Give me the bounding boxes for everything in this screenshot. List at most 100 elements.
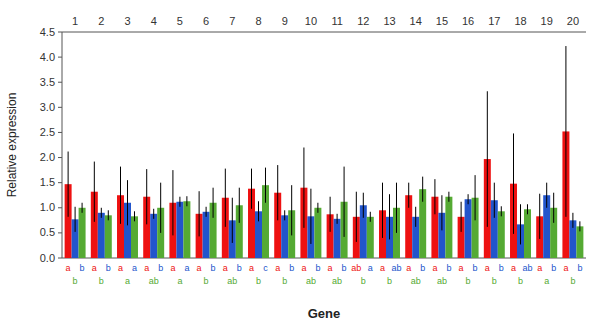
error-bar	[344, 167, 345, 237]
error-bar	[513, 133, 514, 233]
y-axis: 0.00.51.01.52.02.53.03.54.04.5	[40, 26, 62, 264]
significance-letter: ab	[411, 276, 421, 286]
significance-letter: a	[223, 263, 228, 273]
significance-letter: ab	[437, 276, 447, 286]
x-axis-label: Gene	[308, 306, 341, 321]
category-label: 2	[98, 15, 104, 27]
y-tick	[58, 32, 62, 33]
error-bar	[258, 201, 259, 221]
error-bar	[239, 188, 240, 223]
error-bar	[434, 179, 435, 214]
bar	[131, 216, 138, 258]
error-bar	[370, 212, 371, 222]
category-label: 11	[331, 15, 342, 27]
category-label: 20	[567, 15, 579, 27]
significance-letter: a	[368, 263, 373, 273]
significance-letter: ab	[332, 276, 342, 286]
significance-letter: b	[446, 263, 451, 273]
significance-letter: c	[263, 263, 268, 273]
category-label: 15	[436, 15, 448, 27]
error-bar	[520, 204, 521, 244]
bar	[183, 201, 190, 258]
y-tick-label: 2.5	[40, 126, 55, 138]
significance-letter: b	[473, 263, 478, 273]
y-tick	[58, 232, 62, 233]
bar	[367, 217, 374, 258]
error-bar	[448, 192, 449, 202]
significance-letter: b	[570, 276, 575, 286]
error-bar	[172, 170, 173, 235]
error-bar	[527, 204, 528, 214]
letters: aaaaaaaaaaaabaaaaaaaabbababbcbbbaabbbbba…	[66, 263, 583, 286]
error-bar	[579, 221, 580, 231]
series	[65, 46, 570, 258]
category-label: 1	[72, 15, 78, 27]
error-bar	[199, 191, 200, 236]
error-bar	[330, 197, 331, 232]
bar	[498, 211, 505, 258]
category-label: 17	[488, 15, 500, 27]
error-bar	[153, 209, 154, 219]
error-bar	[186, 196, 187, 206]
significance-letter: a	[132, 263, 137, 273]
error-bar	[75, 207, 76, 232]
significance-letter: b	[499, 263, 504, 273]
error-bar	[68, 152, 69, 217]
error-bar	[284, 210, 285, 220]
significance-letter: a	[184, 263, 189, 273]
y-tick	[58, 207, 62, 208]
y-tick-label: 4.5	[40, 26, 55, 38]
error-bar	[475, 175, 476, 220]
significance-letter: a	[328, 263, 333, 273]
error-bar	[382, 183, 383, 238]
error-bar	[127, 180, 128, 225]
significance-letter: a	[485, 263, 490, 273]
significance-letter: b	[361, 276, 366, 286]
error-bar	[461, 202, 462, 232]
bar	[105, 215, 112, 258]
y-tick	[58, 157, 62, 158]
x-axis-line	[62, 258, 586, 259]
significance-letter: a	[249, 263, 254, 273]
significance-letter: ab	[351, 263, 361, 273]
significance-letter: a	[511, 263, 516, 273]
error-bar	[468, 194, 469, 204]
significance-letter: b	[551, 263, 556, 273]
error-bar	[565, 46, 566, 217]
error-bar	[396, 183, 397, 233]
series	[79, 167, 584, 258]
error-bar	[160, 183, 161, 233]
significance-letter: a	[118, 263, 123, 273]
error-bar	[501, 206, 502, 216]
error-bar	[389, 194, 390, 239]
error-bar	[422, 177, 423, 202]
significance-letter: a	[92, 263, 97, 273]
y-tick	[58, 107, 62, 108]
bar	[150, 214, 157, 258]
significance-letter: b	[256, 276, 261, 286]
y-axis-line	[62, 32, 63, 258]
significance-letter: a	[544, 276, 549, 286]
error-bar	[363, 193, 364, 218]
significance-letter: b	[492, 276, 497, 286]
category-label: 19	[541, 15, 553, 27]
y-tick-label: 1.0	[40, 201, 55, 213]
category-label: 12	[357, 15, 369, 27]
top-axis-line	[62, 32, 586, 33]
series	[72, 180, 577, 258]
bar	[465, 199, 472, 258]
y-tick-label: 3.5	[40, 76, 55, 88]
error-bar	[356, 192, 357, 242]
category-label: 4	[151, 15, 157, 27]
error-bar	[146, 169, 147, 224]
error-bar	[213, 188, 214, 218]
y-tick	[58, 258, 62, 259]
significance-letter: a	[144, 263, 149, 273]
significance-letter: ab	[149, 276, 159, 286]
error-bar	[265, 168, 266, 203]
error-bar	[487, 91, 488, 227]
error-bar	[291, 185, 292, 235]
y-tick-label: 0.0	[40, 252, 55, 264]
y-tick-label: 1.5	[40, 176, 55, 188]
chart: 0.00.51.01.52.02.53.03.54.04.5Relative e…	[0, 0, 600, 330]
